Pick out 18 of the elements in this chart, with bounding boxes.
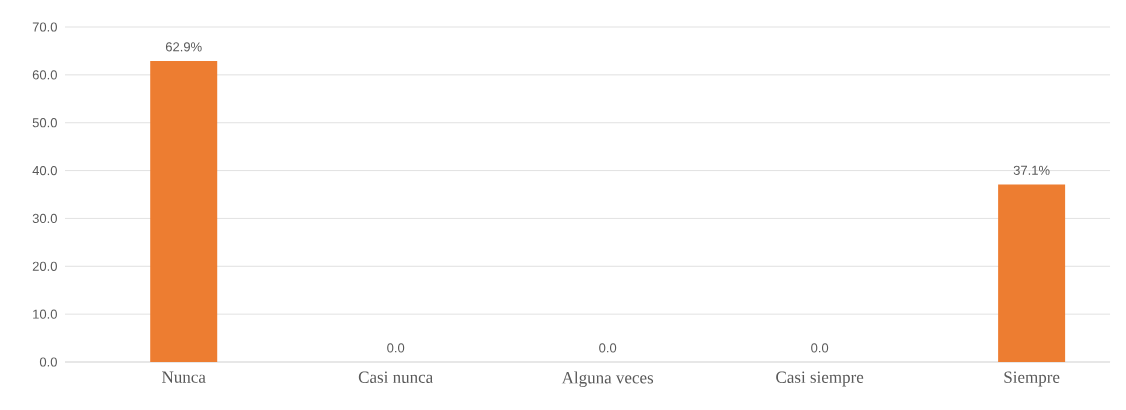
y-tick-label: 50.0: [32, 118, 57, 128]
y-tick-label: 0.0: [39, 357, 57, 367]
data-label: 37.1%: [1013, 165, 1050, 175]
y-tick-label: 60.0: [32, 70, 57, 80]
data-label: 0.0: [599, 343, 617, 353]
x-tick-label: Nunca: [162, 371, 206, 383]
data-label: 0.0: [811, 343, 829, 353]
data-label: 62.9%: [165, 42, 202, 52]
y-tick-label: 30.0: [32, 213, 57, 224]
x-tick-label: Alguna veces: [561, 371, 654, 387]
y-tick-label: 70.0: [32, 22, 57, 32]
y-tick-label: 20.0: [32, 261, 57, 271]
data-label: 0.0: [387, 343, 405, 353]
y-tick-label: 10.0: [33, 309, 57, 319]
x-tick-label: Siempre: [1004, 371, 1060, 387]
x-tick-label: Casi siempre: [776, 371, 864, 387]
x-tick-label: Casi nunca: [358, 371, 433, 383]
y-tick-label: 40.0: [32, 165, 57, 176]
